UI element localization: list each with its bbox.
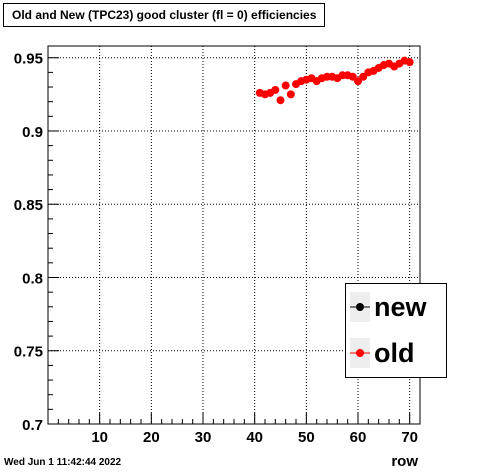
data-point-old	[271, 85, 280, 94]
x-tick-label: 50	[298, 429, 315, 446]
y-tick-label: 0.8	[22, 270, 43, 287]
legend-entry-old: old	[350, 334, 442, 370]
axes: 10 20 30 40 50 60 70 0.7 0.75 0.8 0.85 0.9 0.95	[14, 51, 418, 446]
y-tick-label: 0.7	[22, 417, 43, 434]
x-tick-label: 40	[246, 429, 263, 446]
legend-marker-old-icon	[350, 349, 370, 357]
y-tick-label: 0.75	[14, 344, 43, 361]
legend: new old	[345, 283, 447, 378]
legend-marker-new-icon	[350, 303, 370, 311]
chart-title: Old and New (TPC23) good cluster (fl = 0…	[3, 3, 326, 27]
legend-label-old: old	[374, 338, 415, 368]
data-point-old	[405, 58, 414, 67]
x-tick-label: 60	[350, 429, 367, 446]
data-point-old	[286, 90, 295, 99]
legend-marker-new	[350, 292, 370, 322]
legend-marker-old	[350, 338, 370, 368]
x-tick-label: 20	[143, 429, 160, 446]
data-point-old	[281, 81, 290, 90]
x-axis-label: row	[391, 453, 418, 470]
data-points	[255, 56, 414, 105]
x-tick-label: 70	[401, 429, 418, 446]
data-point-old	[276, 96, 285, 105]
legend-entry-new: new	[350, 288, 442, 324]
x-tick-label: 30	[195, 429, 212, 446]
y-tick-label: 0.85	[14, 197, 43, 214]
y-tick-label: 0.95	[14, 51, 43, 68]
x-tick-label: 10	[91, 429, 108, 446]
legend-label-new: new	[374, 292, 427, 322]
timestamp: Wed Jun 1 11:42:44 2022	[4, 457, 122, 468]
y-tick-label: 0.9	[22, 124, 43, 141]
